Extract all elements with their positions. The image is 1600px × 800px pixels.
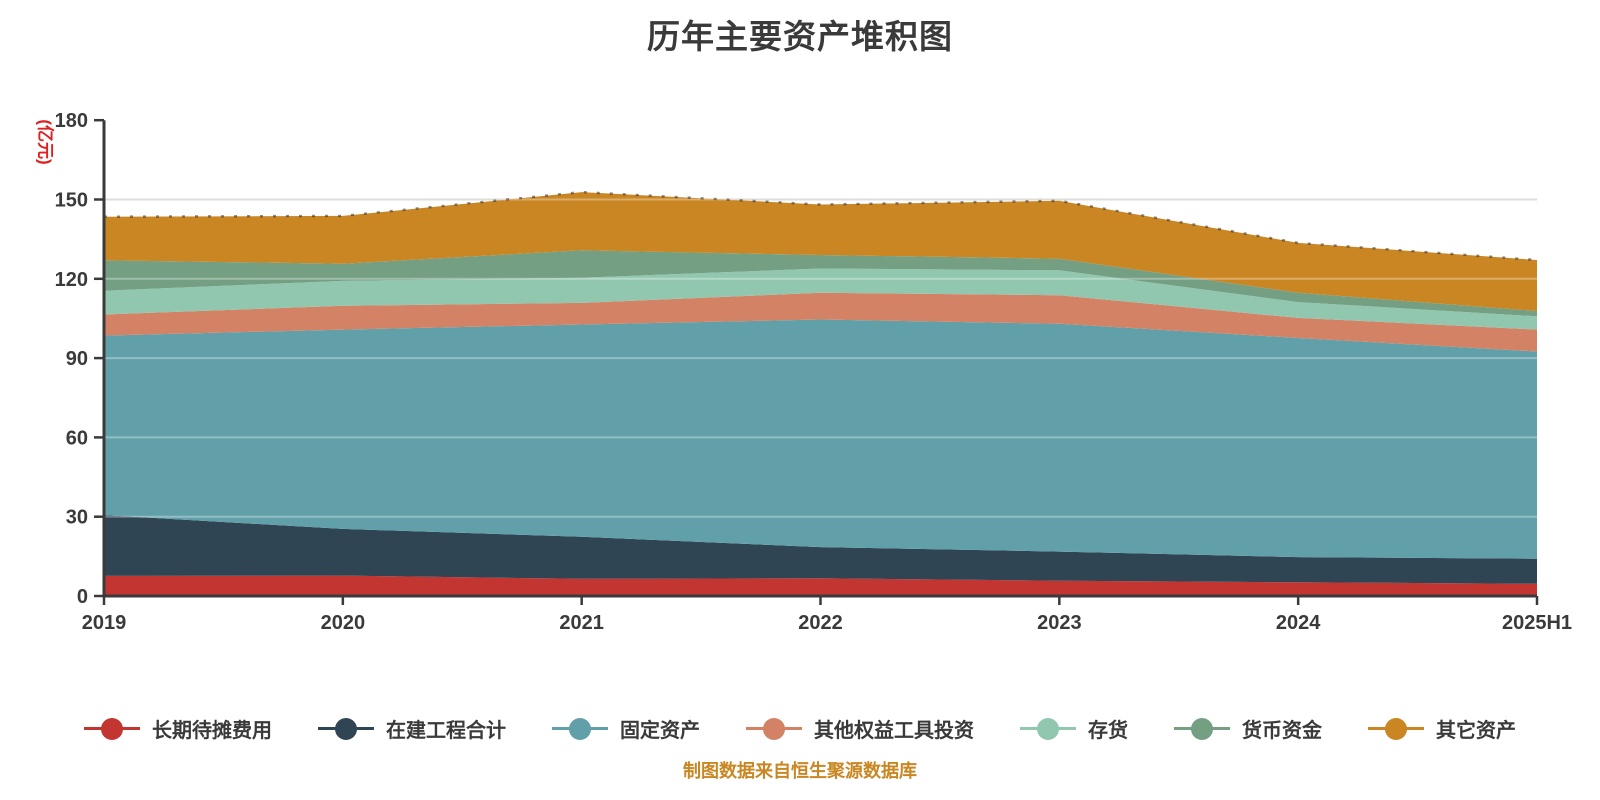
chart-legend: 长期待摊费用 在建工程合计 固定资产 其他权益工具投资 存货 货币资金 其它资产 — [0, 714, 1600, 743]
area-series-6 — [104, 250, 1537, 317]
legend-item-3[interactable]: 固定资产 — [552, 714, 700, 743]
legend-label: 固定资产 — [620, 720, 700, 742]
legend-marker-icon — [746, 717, 802, 741]
area-series-4 — [104, 292, 1537, 352]
area-series-2 — [104, 515, 1537, 584]
x-tick-label: 2023 — [1037, 612, 1082, 634]
area-series-7 — [104, 192, 1537, 311]
legend-item-2[interactable]: 在建工程合计 — [318, 714, 506, 743]
area-series-3 — [104, 319, 1537, 559]
legend-marker-icon — [552, 717, 608, 741]
legend-label: 货币资金 — [1242, 720, 1322, 742]
legend-item-5[interactable]: 存货 — [1020, 714, 1128, 743]
area-series-group — [104, 192, 1537, 596]
legend-marker-icon — [1020, 717, 1076, 741]
axes — [94, 118, 1539, 605]
legend-label: 长期待摊费用 — [152, 720, 272, 742]
legend-item-1[interactable]: 长期待摊费用 — [84, 714, 272, 743]
area-series-5 — [104, 268, 1537, 330]
legend-marker-icon — [1368, 717, 1424, 741]
y-tick-label: 0 — [77, 586, 88, 608]
x-tick-label: 2021 — [559, 612, 604, 634]
legend-label: 在建工程合计 — [386, 720, 506, 742]
legend-item-7[interactable]: 其它资产 — [1368, 714, 1516, 743]
x-tick-label: 2020 — [321, 612, 366, 634]
chart-title: 历年主要资产堆积图 — [647, 18, 953, 55]
legend-item-4[interactable]: 其他权益工具投资 — [746, 714, 974, 743]
y-tick-label: 60 — [66, 427, 88, 449]
y-tick-label: 150 — [55, 190, 88, 212]
legend-marker-icon — [1174, 717, 1230, 741]
legend-label: 存货 — [1088, 720, 1128, 742]
legend-item-6[interactable]: 货币资金 — [1174, 714, 1322, 743]
legend-marker-icon — [318, 717, 374, 741]
y-tick-label: 120 — [55, 269, 88, 291]
y-tick-label: 30 — [66, 507, 88, 529]
y-tick-label: 90 — [66, 348, 88, 370]
y-tick-label: 180 — [55, 110, 88, 132]
area-series-1 — [104, 575, 1537, 596]
gridline-overlay — [104, 198, 1537, 518]
x-tick-label: 2024 — [1276, 612, 1321, 634]
legend-label: 其它资产 — [1436, 720, 1516, 742]
legend-marker-icon — [84, 717, 140, 741]
x-tick-label: 2019 — [82, 612, 127, 634]
legend-label: 其他权益工具投资 — [814, 720, 974, 742]
x-tick-label: 2022 — [798, 612, 843, 634]
axis-labels: 0 30 60 90 120 150 180 2019 2020 2021 2022 2023 2024… — [55, 110, 1572, 634]
x-tick-label: 2025H1 — [1502, 612, 1572, 634]
data-source-note: 制图数据来自恒生聚源数据库 — [683, 761, 917, 781]
